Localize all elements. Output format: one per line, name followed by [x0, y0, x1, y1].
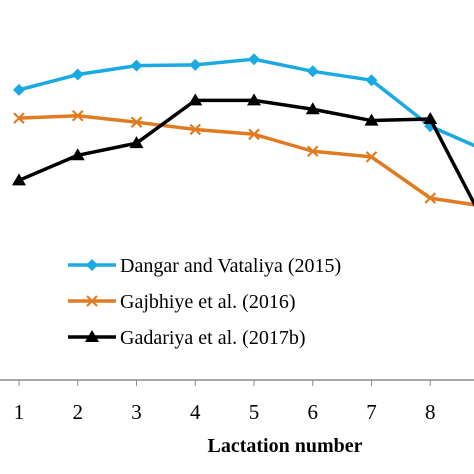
data-point [70, 148, 85, 161]
data-point [306, 145, 319, 158]
data-point [248, 128, 260, 141]
legend-label: Gadariya et al. (2017b) [120, 327, 305, 349]
series-line [18, 113, 474, 207]
data-point [71, 68, 84, 81]
legend-label: Dangar and Vataliya (2015) [120, 255, 341, 277]
data-point [130, 116, 143, 128]
data-point [71, 109, 84, 122]
x-tick-label: 7 [366, 400, 377, 424]
legend: Dangar and Vataliya (2015) Gajbhiye et al… [68, 255, 341, 349]
data-point [129, 136, 144, 149]
legend-item: Gadariya et al. (2017b) [68, 327, 305, 349]
series-2 [13, 109, 474, 207]
series-line [18, 57, 474, 148]
x-tick-label: 5 [249, 400, 260, 424]
series-3 [12, 93, 474, 207]
x-tick-label: 8 [425, 400, 436, 424]
data-point [188, 93, 203, 106]
legend-marker [85, 330, 99, 342]
data-point [248, 53, 260, 66]
x-axis-title: Lactation number [208, 435, 363, 457]
data-point [189, 58, 202, 71]
data-point [306, 65, 319, 78]
x-tick-label: 4 [190, 400, 201, 424]
legend-marker [86, 295, 98, 307]
data-point [424, 192, 437, 204]
legend-marker [86, 259, 98, 271]
x-axis-ticks: 123456789 [14, 380, 436, 424]
legend-label: Gajbhiye et al. (2016) [120, 291, 296, 313]
series-layer [12, 53, 474, 207]
data-point [13, 83, 25, 96]
data-point [13, 112, 25, 124]
data-point [130, 59, 143, 72]
x-tick-label: 1 [14, 400, 25, 424]
x-tick-label: 2 [73, 400, 84, 424]
data-point [364, 113, 379, 126]
data-point [189, 123, 202, 136]
legend-item: Dangar and Vataliya (2015) [68, 255, 341, 277]
data-point [423, 111, 438, 124]
series-1 [13, 53, 474, 148]
data-point [12, 173, 26, 186]
x-tick-label: 3 [131, 400, 142, 424]
legend-item: Gajbhiye et al. (2016) [68, 291, 296, 313]
data-point [247, 93, 261, 106]
data-point [305, 102, 320, 115]
series-line [18, 98, 474, 207]
data-point [365, 151, 378, 163]
x-tick-label: 6 [308, 400, 319, 424]
data-point [365, 74, 378, 87]
